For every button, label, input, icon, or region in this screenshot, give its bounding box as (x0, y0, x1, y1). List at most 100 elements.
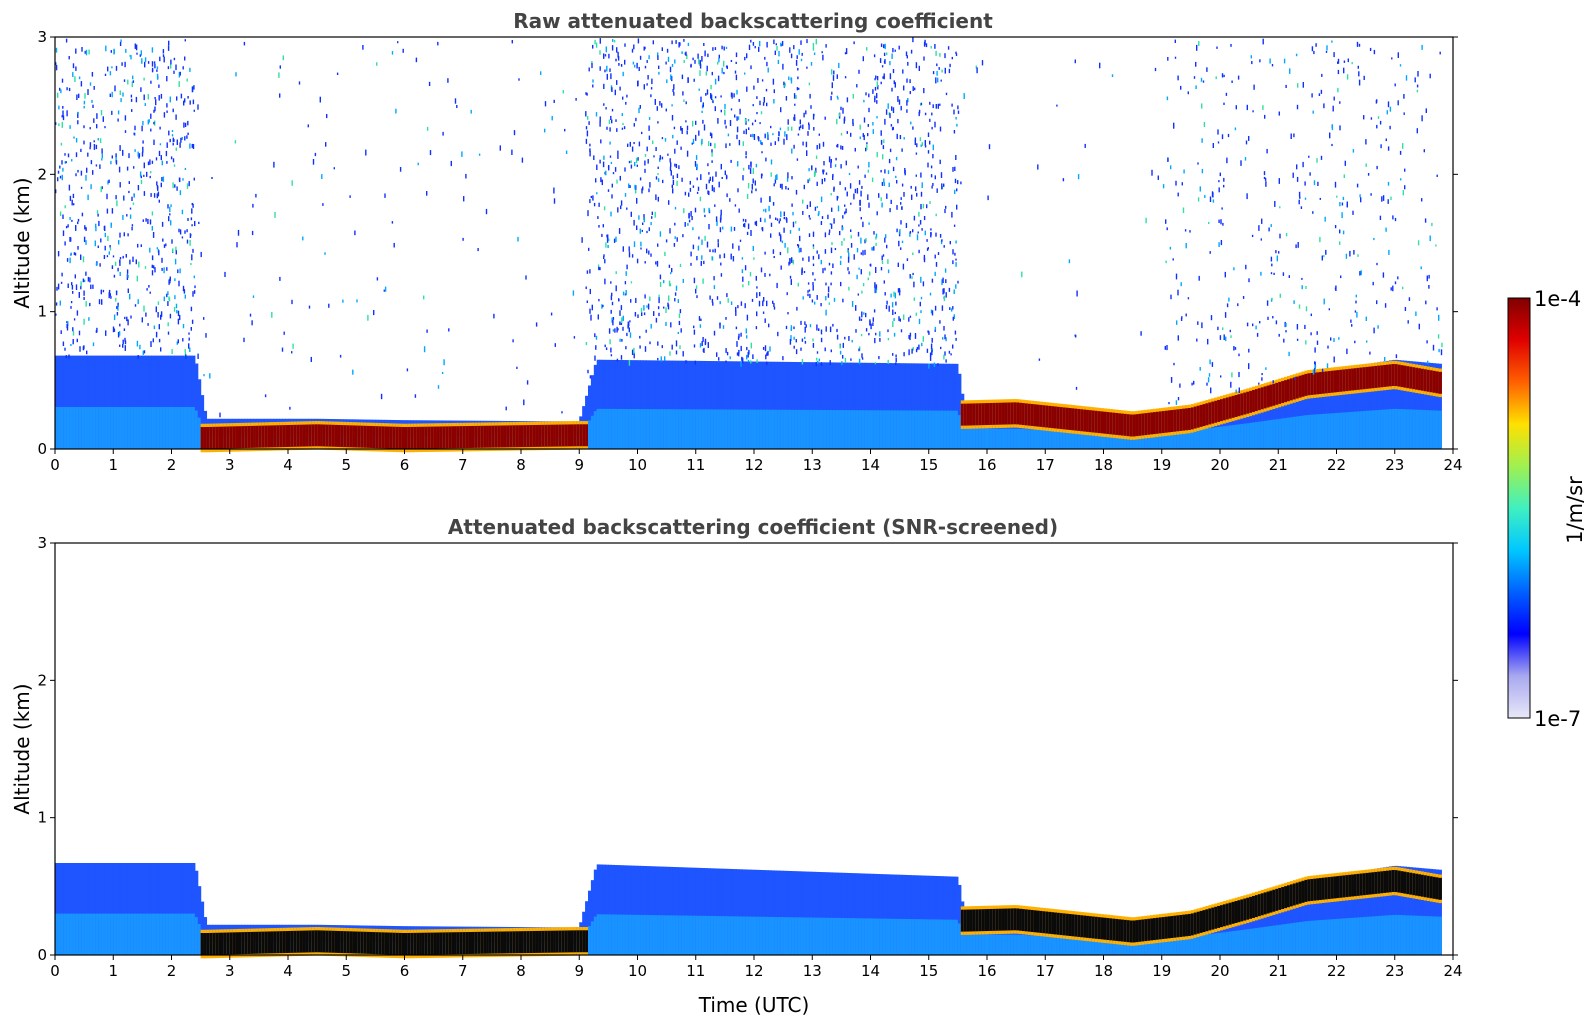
noise-speckle (889, 148, 892, 153)
noise-speckle (666, 79, 668, 84)
profile-lower (180, 406, 184, 449)
noise-speckle (875, 233, 878, 238)
noise-speckle (700, 174, 702, 180)
noise-speckle (858, 267, 860, 270)
noise-speckle (631, 349, 634, 355)
noise-speckle (882, 154, 884, 160)
noise-speckle (71, 285, 74, 290)
noise-speckle (732, 243, 734, 249)
noise-speckle (619, 86, 621, 91)
noise-speckle (1263, 171, 1266, 176)
profile-column (107, 355, 111, 449)
noise-speckle (816, 181, 818, 186)
noise-speckle (744, 118, 747, 123)
layer-core (232, 932, 237, 955)
noise-speckle (1259, 59, 1261, 63)
noise-speckle (167, 45, 170, 51)
noise-speckle (511, 149, 513, 155)
noise-speckle (639, 228, 641, 234)
layer-core (486, 425, 490, 448)
noise-speckle (955, 116, 957, 120)
noise-speckle (844, 336, 846, 340)
profile-lower (826, 410, 831, 449)
noise-speckle (674, 292, 677, 296)
noise-speckle (113, 49, 115, 54)
noise-speckle (712, 176, 714, 182)
layer-core (290, 930, 295, 953)
layer-core (459, 426, 464, 449)
noise-speckle (957, 180, 959, 185)
profile-lower (812, 409, 816, 449)
noise-speckle (711, 185, 714, 192)
noise-speckle (163, 244, 166, 248)
profile-lower (678, 409, 682, 449)
noise-speckle (1344, 160, 1346, 166)
profile-lower (925, 410, 930, 449)
x-tick-label: 22 (1327, 456, 1346, 474)
noise-speckle (1390, 196, 1392, 201)
noise-speckle (99, 263, 101, 267)
noise-speckle (705, 183, 708, 190)
noise-speckle (105, 45, 107, 52)
noise-speckle (251, 320, 253, 326)
noise-speckle (595, 345, 597, 350)
layer-core (512, 425, 516, 448)
noise-speckle (739, 239, 742, 242)
noise-speckle (1326, 45, 1328, 51)
profile-lower (1161, 432, 1166, 449)
profile-column (887, 363, 892, 449)
noise-speckle (752, 178, 754, 184)
profile-column (89, 862, 94, 955)
noise-speckle (909, 336, 911, 341)
noise-speckle (876, 100, 878, 104)
profile-lower (786, 409, 790, 449)
noise-speckle (605, 170, 607, 176)
layer-core (293, 930, 298, 953)
profile-lower (1115, 433, 1119, 449)
profile-lower (1429, 410, 1434, 449)
noise-speckle (610, 161, 613, 165)
profile-column (756, 361, 761, 449)
noise-speckle (678, 42, 680, 48)
noise-speckle (719, 322, 721, 329)
layer-core (1371, 366, 1375, 389)
noise-speckle (1265, 367, 1267, 370)
noise-speckle (478, 153, 481, 156)
noise-speckle (945, 359, 947, 363)
noise-speckle (714, 248, 716, 253)
profile-column (815, 362, 819, 449)
profile-lower (145, 913, 149, 955)
profile-lower (1013, 428, 1017, 449)
profile-column (864, 362, 869, 449)
noise-speckle (631, 146, 634, 152)
profile-lower (1182, 430, 1186, 449)
noise-speckle (795, 339, 797, 343)
noise-speckle (93, 118, 95, 123)
noise-speckle (191, 202, 193, 206)
noise-speckle (922, 281, 925, 287)
noise-speckle (672, 180, 675, 186)
noise-speckle (934, 305, 937, 311)
noise-speckle (1354, 310, 1357, 313)
noise-speckle (875, 284, 878, 290)
noise-speckle (650, 222, 652, 226)
noise-speckle (1428, 274, 1430, 279)
noise-speckle (611, 183, 613, 188)
noise-speckle (760, 267, 763, 273)
noise-speckle (1298, 199, 1300, 205)
noise-speckle (914, 137, 917, 141)
noise-speckle (178, 177, 181, 182)
noise-speckle (935, 213, 937, 217)
noise-speckle (618, 299, 620, 302)
profile-column (628, 360, 633, 449)
noise-speckle (691, 142, 693, 145)
noise-speckle (625, 290, 627, 296)
layer-core (430, 426, 435, 449)
profile-column (820, 362, 825, 449)
noise-speckle (769, 273, 771, 277)
noise-speckle (167, 291, 169, 295)
layer-core (375, 932, 379, 955)
noise-speckle (812, 113, 815, 120)
noise-speckle (124, 345, 126, 351)
noise-speckle (759, 100, 761, 106)
